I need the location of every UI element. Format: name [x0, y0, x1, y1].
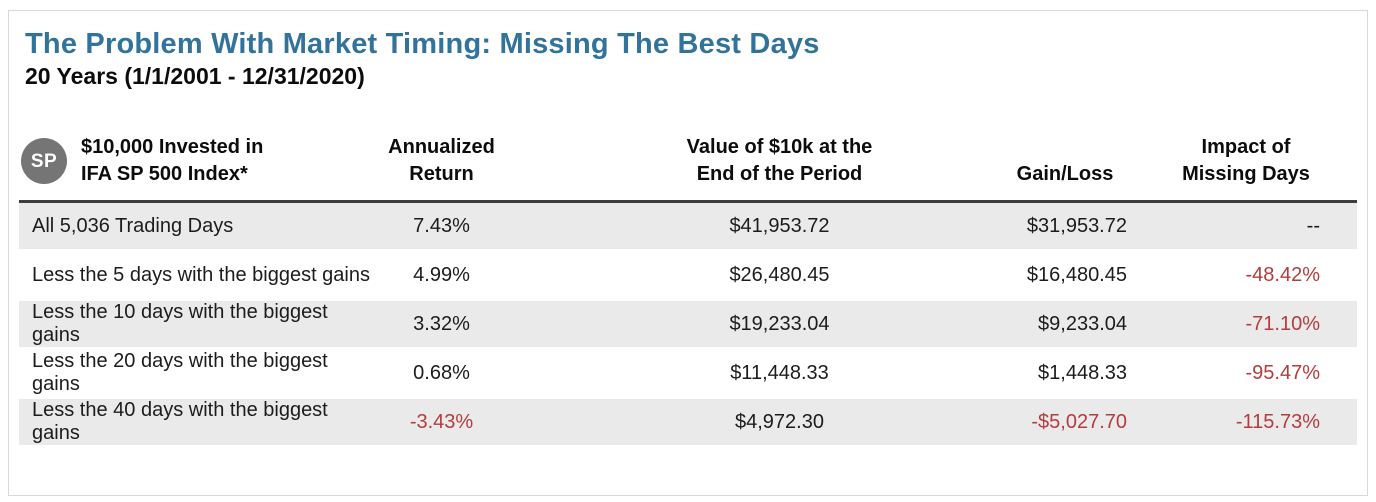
col-header-invested-line2: IFA SP 500 Index*: [81, 163, 248, 185]
market-timing-table: SP $10,000 Invested in IFA SP 500 Index*…: [19, 134, 1357, 448]
table-row: Less the 20 days with the biggest gains …: [19, 347, 1357, 399]
table-row: All 5,036 Trading Days 7.43% $41,953.72 …: [19, 200, 1357, 252]
cell-annualized-return: 0.68%: [374, 347, 509, 399]
cell-gain-loss: $9,233.04: [995, 298, 1135, 350]
header-row: SP $10,000 Invested in IFA SP 500 Index*…: [19, 134, 1357, 203]
cell-label: Less the 5 days with the biggest gains: [19, 249, 374, 301]
page-subtitle: 20 Years (1/1/2001 - 12/31/2020): [25, 63, 365, 89]
cell-label: Less the 10 days with the biggest gains: [19, 298, 374, 350]
col-header-end-value: Value of $10k at the End of the Period: [509, 134, 995, 203]
cell-annualized-return: 4.99%: [374, 249, 509, 301]
col-header-gain-loss: Gain/Loss: [995, 134, 1135, 203]
col-header-invested: SP $10,000 Invested in IFA SP 500 Index*: [19, 134, 374, 203]
cell-gain-loss: $1,448.33: [995, 347, 1135, 399]
cell-impact: -95.47%: [1135, 347, 1357, 399]
cell-end-value: $19,233.04: [509, 298, 995, 350]
col-header-impact: Impact of Missing Days: [1135, 134, 1357, 203]
cell-impact: -48.42%: [1135, 249, 1357, 301]
col-header-annualized-return: Annualized Return: [374, 134, 509, 203]
cell-impact: -115.73%: [1135, 396, 1357, 448]
market-timing-card: The Problem With Market Timing: Missing …: [8, 10, 1368, 496]
cell-label: Less the 40 days with the biggest gains: [19, 396, 374, 448]
cell-label: All 5,036 Trading Days: [19, 200, 374, 252]
table-row: Less the 40 days with the biggest gains …: [19, 396, 1357, 448]
table-row: Less the 5 days with the biggest gains 4…: [19, 249, 1357, 301]
cell-annualized-return: 7.43%: [374, 200, 509, 252]
cell-end-value: $41,953.72: [509, 200, 995, 252]
cell-annualized-return: 3.32%: [374, 298, 509, 350]
cell-gain-loss: $16,480.45: [995, 249, 1135, 301]
sp-circle-icon: SP: [21, 138, 67, 184]
cell-gain-loss: -$5,027.70: [995, 396, 1135, 448]
col-header-invested-line1: $10,000 Invested in: [81, 136, 264, 158]
table-row: Less the 10 days with the biggest gains …: [19, 298, 1357, 350]
cell-end-value: $11,448.33: [509, 347, 995, 399]
cell-impact: -71.10%: [1135, 298, 1357, 350]
cell-annualized-return: -3.43%: [374, 396, 509, 448]
page-title: The Problem With Market Timing: Missing …: [25, 28, 820, 60]
cell-label: Less the 20 days with the biggest gains: [19, 347, 374, 399]
cell-end-value: $4,972.30: [509, 396, 995, 448]
cell-end-value: $26,480.45: [509, 249, 995, 301]
cell-gain-loss: $31,953.72: [995, 200, 1135, 252]
cell-impact: --: [1135, 200, 1357, 252]
